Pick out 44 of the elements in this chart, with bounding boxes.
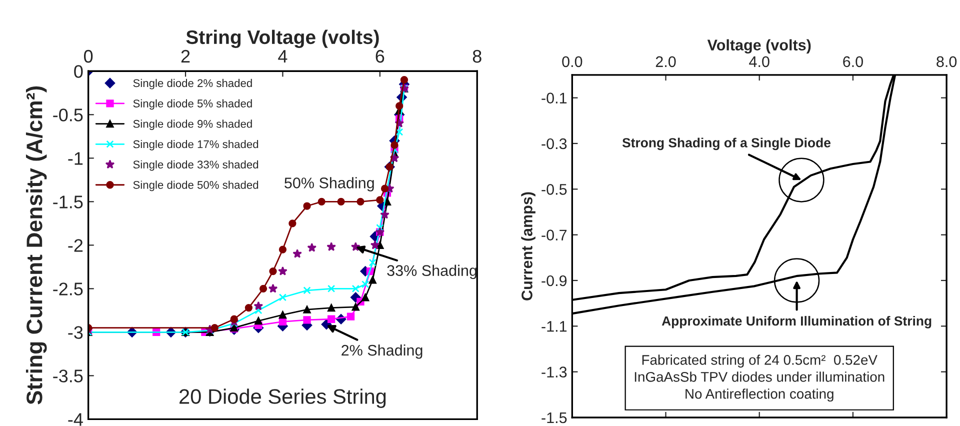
legend-label: Single diode 17% shaded: [133, 140, 258, 150]
y-axis-title: Current (amps): [521, 192, 536, 300]
y-tick-label: -0.5: [542, 184, 567, 195]
annotation: 33% Shading: [387, 264, 476, 280]
y-tick-label: -1.5: [542, 412, 567, 424]
y-tick-label: 0: [74, 65, 83, 78]
y-tick-label: -0.1: [542, 92, 567, 104]
annotation: Fabricated string of 24 0.5cm² 0.52eV InGaAsSb TPV diodes under illumination No Antireflection coating: [634, 354, 884, 402]
y-axis-title: String Current Density (A/cm²): [26, 86, 47, 404]
x-tick-label: 2.0: [656, 56, 676, 68]
x-tick-label: 4: [278, 50, 288, 63]
y-tick-label: -1.3: [542, 366, 567, 378]
x-axis-title: Voltage (volts): [707, 39, 811, 54]
y-tick-label: -2.5: [53, 282, 83, 296]
x-tick-label: 0.0: [562, 56, 582, 68]
annotation: 20 Diode Series String: [180, 388, 386, 408]
legend-label: Single diode 33% shaded: [133, 160, 258, 171]
legend-label: Single diode 5% shaded: [133, 99, 252, 110]
y-tick-label: -1: [68, 152, 83, 165]
x-tick-label: 6: [376, 50, 384, 63]
x-axis-title: String Voltage (volts): [186, 30, 379, 48]
annotation: Approximate Uniform Illumination of String: [662, 316, 932, 328]
x-tick-label: 2: [181, 50, 190, 63]
y-tick-label: -0.9: [542, 275, 567, 286]
y-tick-label: -0.3: [542, 138, 567, 150]
x-tick-label: 0: [84, 50, 93, 63]
y-tick-label: -1.1: [542, 321, 567, 332]
y-tick-label: -2: [68, 239, 83, 252]
annotation: 2% Shading: [342, 344, 422, 359]
legend-label: Single diode 2% shaded: [133, 78, 252, 90]
annotation: Strong Shading of a Single Diode: [622, 138, 830, 150]
y-tick-label: -0.5: [53, 108, 83, 122]
y-tick-label: -1.5: [53, 196, 83, 208]
y-tick-label: -4: [68, 413, 83, 426]
y-tick-label: -0.7: [542, 230, 567, 240]
legend-label: Single diode 50% shaded: [133, 180, 258, 192]
x-tick-label: 6.0: [843, 56, 863, 68]
x-tick-label: 4.0: [749, 56, 770, 68]
x-tick-label: 8.0: [936, 56, 957, 68]
y-tick-label: -3.5: [53, 370, 83, 382]
x-tick-label: 8: [472, 50, 482, 63]
legend-label: Single diode 9% shaded: [133, 120, 252, 130]
annotation: 50% Shading: [284, 177, 374, 192]
y-tick-label: -3: [68, 326, 83, 339]
